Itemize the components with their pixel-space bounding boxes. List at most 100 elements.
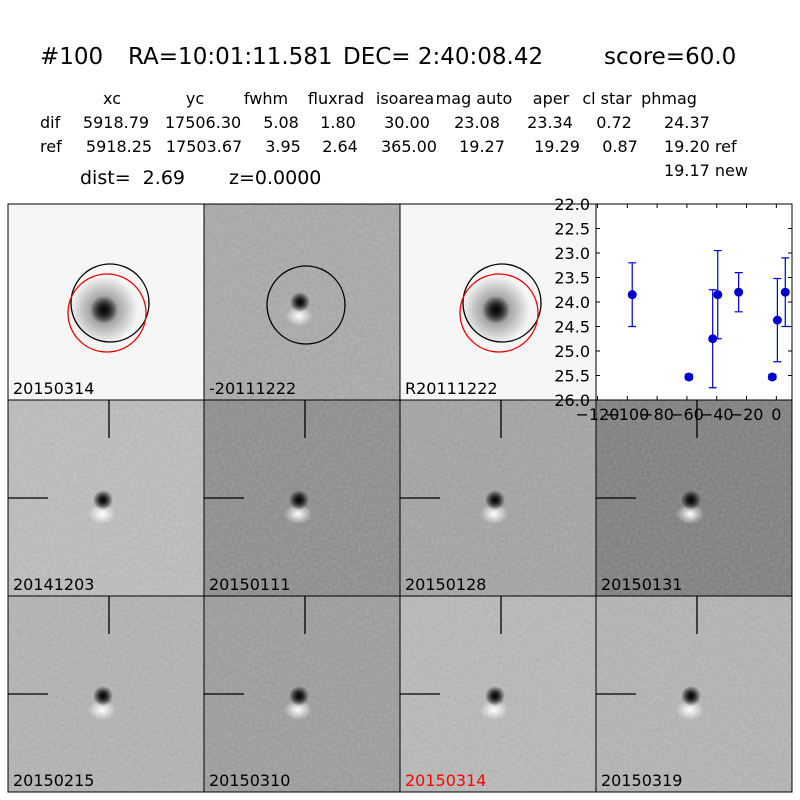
data-point	[708, 334, 718, 344]
y-tick-label: 22.0	[554, 195, 590, 214]
table-cell: 19.29	[534, 137, 580, 156]
data-point	[772, 315, 782, 325]
y-tick-label: 25.5	[554, 367, 590, 386]
residual-positive	[88, 700, 116, 720]
redshift: z=0.0000	[229, 167, 321, 189]
stamp-frame	[595, 595, 793, 793]
table-cell: 17506.30	[165, 113, 241, 132]
row-label: dif	[40, 113, 61, 132]
column-header: aper	[533, 89, 570, 108]
column-header: cl star	[582, 89, 632, 108]
table-cell: 5.08	[263, 113, 299, 132]
aperture	[462, 263, 542, 343]
residual-positive	[676, 504, 704, 524]
x-tick-label: −80	[640, 405, 674, 424]
phmag-new: 19.17 new	[664, 161, 748, 180]
stamp-label: 20150111	[209, 575, 290, 594]
table-cell: 23.34	[527, 113, 573, 132]
y-tick-label: 22.5	[554, 220, 590, 239]
column-header: fluxrad	[308, 89, 364, 108]
column-header: isoarea	[376, 89, 434, 108]
residual-negative	[289, 686, 309, 706]
stamp-label: 20141203	[13, 575, 94, 594]
y-tick-label: 23.5	[554, 269, 590, 288]
table-cell: 1.80	[320, 113, 356, 132]
table-cell: 3.95	[265, 137, 301, 156]
residual-negative	[485, 686, 505, 706]
table-cell: 17503.67	[166, 137, 242, 156]
dist: dist= 2.69	[80, 167, 185, 189]
header-ra: RA=10:01:11.581	[128, 44, 333, 70]
column-header: yc	[186, 89, 204, 108]
aperture-ref	[459, 273, 539, 353]
stamp-label: 20150131	[601, 575, 682, 594]
y-tick-label: 23.0	[554, 244, 590, 263]
x-tick-label: −120	[576, 405, 620, 424]
y-tick-label: 24.5	[554, 318, 590, 337]
stamp: 20150128	[399, 399, 597, 597]
table-cell: 365.00	[381, 137, 437, 156]
table-cell: 24.37	[664, 113, 710, 132]
row-label: ref	[40, 137, 62, 156]
data-point	[713, 290, 723, 300]
stamp: 20141203	[7, 399, 205, 597]
table-cell: 23.08	[454, 113, 500, 132]
stamp-label: 20150128	[405, 575, 486, 594]
data-point	[684, 372, 694, 382]
stamp: 20150131	[595, 399, 793, 597]
residual-negative	[681, 490, 701, 510]
residual-negative	[681, 686, 701, 706]
residual-negative	[485, 490, 505, 510]
stamp: 20150314	[7, 203, 205, 401]
header-score: score=60.0	[604, 44, 736, 70]
x-tick-label: −40	[700, 405, 734, 424]
source	[482, 296, 510, 324]
residual-negative	[290, 292, 310, 312]
table-cell: 5918.25	[86, 137, 152, 156]
plot-area	[596, 204, 792, 400]
residual-positive	[480, 504, 508, 524]
stamp: -20111222	[203, 203, 401, 401]
column-header: xc	[103, 89, 121, 108]
stamp-label: 20150215	[13, 771, 94, 790]
residual-negative	[93, 686, 113, 706]
table-cell: 2.64	[322, 137, 358, 156]
residual-positive	[676, 700, 704, 720]
residual-positive	[480, 700, 508, 720]
stamp: 20150310	[203, 595, 401, 793]
stamp: 20150319	[595, 595, 793, 793]
y-tick-label: 26.0	[554, 391, 590, 410]
data-point	[780, 287, 790, 297]
source	[90, 296, 118, 324]
residual-positive	[88, 504, 116, 524]
plot-frame	[595, 203, 793, 401]
x-tick-label: 0	[771, 405, 781, 424]
table-cell: 19.20 ref	[664, 137, 737, 156]
y-tick-label: 25.0	[554, 342, 590, 361]
residual-negative	[289, 490, 309, 510]
aperture-ref	[67, 273, 147, 353]
residual-positive	[284, 700, 312, 720]
data-point	[767, 372, 777, 382]
aperture	[70, 263, 150, 343]
y-tick-label: 24.0	[554, 293, 590, 312]
header-id: #100	[40, 44, 103, 70]
residual-negative	[93, 490, 113, 510]
data-point	[627, 290, 637, 300]
x-tick-label: −60	[670, 405, 704, 424]
stamp-label: R20111222	[405, 379, 498, 398]
stamp: R20111222	[399, 203, 597, 401]
stamp-label: 20150310	[209, 771, 290, 790]
table-cell: 0.72	[596, 113, 632, 132]
table-cell: 19.27	[459, 137, 505, 156]
stamp-label: 20150314	[13, 379, 94, 398]
column-header: phmag	[641, 89, 697, 108]
data-point	[734, 287, 744, 297]
stamp: 20150111	[203, 399, 401, 597]
x-tick-label: −100	[605, 405, 649, 424]
stamp: 20150215	[7, 595, 205, 793]
residual-positive	[285, 306, 313, 326]
stamp-label: 20150319	[601, 771, 682, 790]
x-tick-label: −20	[730, 405, 764, 424]
